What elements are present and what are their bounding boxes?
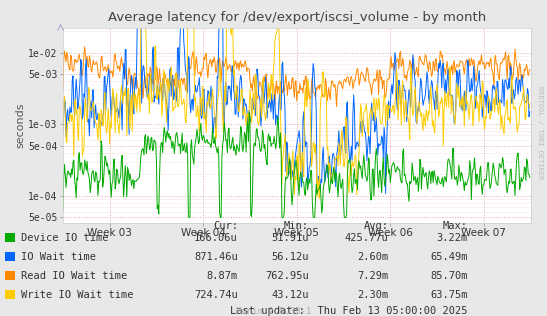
Text: 166.06u: 166.06u bbox=[194, 233, 238, 243]
Text: RRDTOOL / TOBI OETIKER: RRDTOOL / TOBI OETIKER bbox=[537, 86, 543, 179]
Text: 85.70m: 85.70m bbox=[430, 270, 468, 281]
Title: Average latency for /dev/export/iscsi_volume - by month: Average latency for /dev/export/iscsi_vo… bbox=[108, 11, 486, 25]
Text: 2.30m: 2.30m bbox=[357, 289, 388, 300]
Text: 8.87m: 8.87m bbox=[207, 270, 238, 281]
Text: IO Wait time: IO Wait time bbox=[21, 252, 96, 262]
Text: 65.49m: 65.49m bbox=[430, 252, 468, 262]
Text: 51.91u: 51.91u bbox=[271, 233, 309, 243]
Text: 63.75m: 63.75m bbox=[430, 289, 468, 300]
Text: Munin 2.0.33-1: Munin 2.0.33-1 bbox=[236, 307, 311, 316]
Text: 724.74u: 724.74u bbox=[194, 289, 238, 300]
Text: Min:: Min: bbox=[284, 221, 309, 231]
Text: 762.95u: 762.95u bbox=[265, 270, 309, 281]
Text: 425.77u: 425.77u bbox=[345, 233, 388, 243]
Text: 43.12u: 43.12u bbox=[271, 289, 309, 300]
Text: Last update:  Thu Feb 13 05:00:00 2025: Last update: Thu Feb 13 05:00:00 2025 bbox=[230, 306, 468, 316]
Text: Write IO Wait time: Write IO Wait time bbox=[21, 289, 133, 300]
Text: 871.46u: 871.46u bbox=[194, 252, 238, 262]
Text: 56.12u: 56.12u bbox=[271, 252, 309, 262]
Text: Max:: Max: bbox=[443, 221, 468, 231]
Text: Cur:: Cur: bbox=[213, 221, 238, 231]
Text: 3.22m: 3.22m bbox=[437, 233, 468, 243]
Text: 7.29m: 7.29m bbox=[357, 270, 388, 281]
Text: 2.60m: 2.60m bbox=[357, 252, 388, 262]
Text: Avg:: Avg: bbox=[363, 221, 388, 231]
Text: Device IO time: Device IO time bbox=[21, 233, 108, 243]
Text: Read IO Wait time: Read IO Wait time bbox=[21, 270, 127, 281]
Y-axis label: seconds: seconds bbox=[15, 103, 25, 148]
